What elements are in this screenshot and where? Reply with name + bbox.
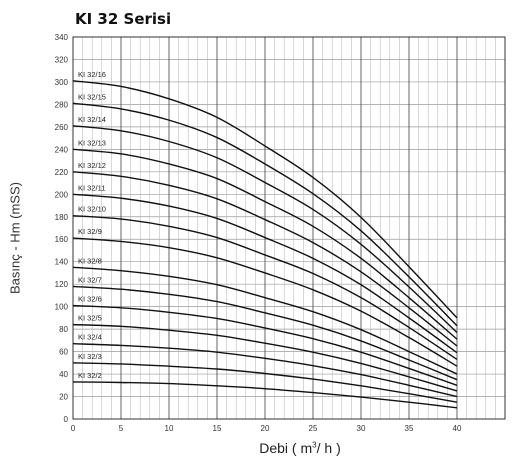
x-axis-label-post: / h ) — [316, 440, 341, 456]
y-tick-label: 100 — [55, 303, 69, 312]
curve-ki-32-14 — [72, 125, 458, 333]
y-tick-label: 140 — [55, 258, 69, 267]
y-tick-label: 240 — [55, 145, 69, 154]
x-tick-label: 20 — [261, 424, 270, 433]
x-tick-label: 0 — [71, 424, 76, 433]
curve-ki-32-2 — [72, 381, 458, 409]
curve-ki-32-10 — [72, 214, 458, 361]
x-tick-label: 15 — [213, 424, 222, 433]
y-tick-label: 320 — [55, 55, 69, 64]
y-tick-label: 120 — [55, 280, 69, 289]
curve-label: KI 32/14 — [78, 115, 106, 124]
curve-label: KI 32/4 — [78, 333, 102, 342]
curves: KI 32/2 KI 32/3 KI 32/4 KI 32/5 KI 32/6 KI 32… — [72, 70, 458, 409]
y-tick-label: 20 — [59, 393, 68, 402]
x-axis-label: Debi ( m3/ h ) — [0, 440, 520, 456]
curve-ki-32-3 — [72, 362, 458, 403]
curve-label: KI 32/12 — [78, 161, 106, 170]
curve-label: KI 32/6 — [78, 295, 102, 304]
curve-ki-32-7 — [72, 285, 458, 381]
y-tick-label: 260 — [55, 123, 69, 132]
x-tick-label: 30 — [357, 424, 366, 433]
x-tick-label: 5 — [119, 424, 124, 433]
chart-title: KI 32 Serisi — [75, 10, 172, 28]
x-tick-label: 40 — [453, 424, 462, 433]
x-tick-label: 25 — [309, 424, 318, 433]
y-tick-label: 300 — [55, 78, 69, 87]
curve-ki-32-13 — [72, 148, 458, 340]
y-tick-label: 340 — [55, 33, 69, 42]
curve-label: KI 32/11 — [78, 183, 105, 192]
curve-ki-32-12 — [72, 171, 458, 347]
curve-label: KI 32/7 — [78, 275, 102, 284]
curve-ki-32-11 — [72, 193, 458, 354]
x-axis-label-sup: 3 — [312, 440, 317, 450]
y-tick-label: 200 — [55, 190, 69, 199]
x-tick-label: 10 — [165, 424, 174, 433]
curve-ki-32-5 — [72, 323, 458, 392]
curve-label: KI 32/15 — [78, 92, 106, 101]
curve-ki-32-6 — [72, 304, 458, 386]
y-tick-label: 280 — [55, 100, 69, 109]
y-tick-label: 160 — [55, 235, 69, 244]
ticks: 0204060801001201401601802002202402602803… — [55, 33, 462, 433]
curve-label: KI 32/9 — [78, 227, 102, 236]
y-tick-label: 80 — [59, 325, 68, 334]
curve-ki-32-15 — [72, 102, 458, 327]
curve-ki-32-16 — [72, 80, 458, 319]
curve-label: KI 32/8 — [78, 256, 102, 265]
curve-label: KI 32/5 — [78, 314, 102, 323]
x-tick-label: 35 — [405, 424, 414, 433]
curve-ki-32-4 — [72, 343, 458, 398]
x-axis-label-pre: Debi ( m — [259, 440, 313, 456]
y-tick-label: 0 — [64, 415, 69, 424]
curve-label: KI 32/10 — [78, 205, 106, 214]
plot-frame — [72, 36, 506, 420]
curve-label: KI 32/13 — [78, 138, 106, 147]
y-tick-label: 60 — [59, 348, 68, 357]
y-tick-label: 220 — [55, 168, 69, 177]
curve-label: KI 32/2 — [78, 371, 102, 380]
curve-label: KI 32/3 — [78, 352, 102, 361]
curve-label: KI 32/16 — [78, 70, 106, 79]
curve-ki-32-9 — [72, 237, 458, 367]
curve-ki-32-8 — [72, 266, 458, 375]
y-tick-label: 180 — [55, 213, 69, 222]
y-tick-label: 40 — [59, 370, 68, 379]
